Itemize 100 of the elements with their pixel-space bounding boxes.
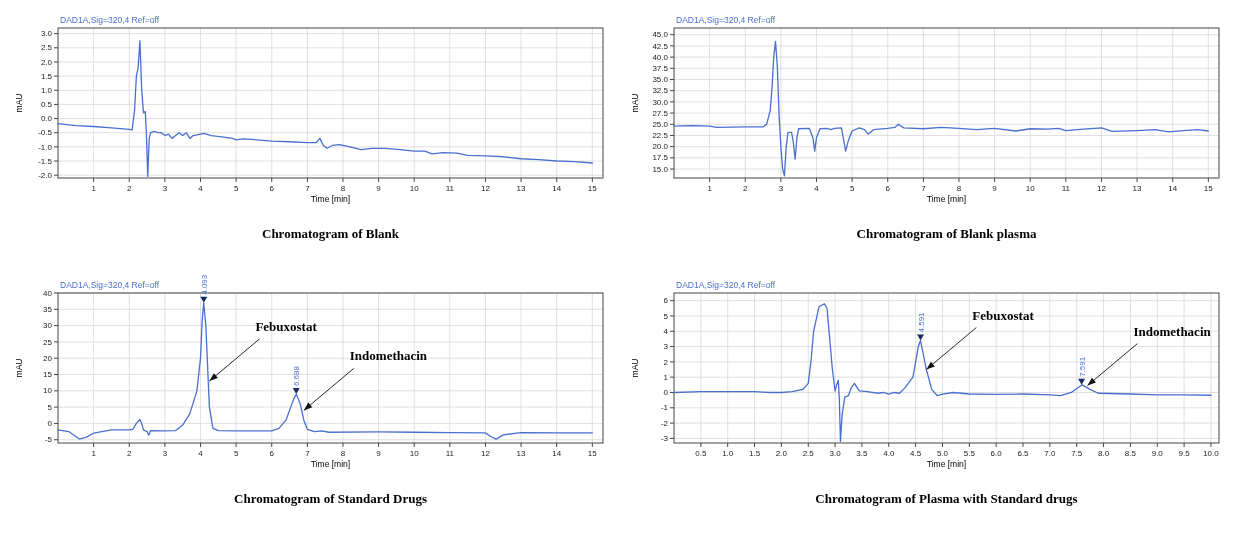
x-tick-label: 1 <box>91 449 97 458</box>
chart-subtitle: DAD1A,Sig=320,4 Ref=off <box>60 15 160 25</box>
x-tick-label: 11 <box>1061 184 1071 193</box>
chart-subtitle: DAD1A,Sig=320,4 Ref=off <box>676 280 776 290</box>
y-tick-label: 0.0 <box>40 114 53 124</box>
x-tick-label: 9 <box>992 184 998 193</box>
line-series <box>57 40 593 178</box>
y-tick-label: 2.5 <box>40 43 53 53</box>
x-tick-label: 7 <box>305 449 311 458</box>
x-tick-label: 10 <box>409 184 420 193</box>
y-tick-label: 1.5 <box>40 71 53 81</box>
x-tick-label: 5 <box>233 184 239 193</box>
x-tick-label: 4 <box>814 184 820 193</box>
y-tick-label: 27.5 <box>652 108 669 118</box>
y-tick-label: -1 <box>660 403 669 413</box>
y-axis-title: mAU <box>630 358 640 378</box>
x-tick-label: 14 <box>552 184 562 193</box>
y-tick-label: 17.5 <box>652 153 669 163</box>
x-tick-label: 8.5 <box>1124 449 1137 458</box>
y-tick-label: 20 <box>43 353 53 363</box>
x-tick-label: 7.0 <box>1044 449 1056 458</box>
y-tick-label: -5 <box>44 435 53 445</box>
text: Chromatogram of Blank <box>262 226 400 241</box>
y-tick-label: 6 <box>663 296 669 306</box>
x-tick-label: 8 <box>340 449 346 458</box>
annotation: 6.688 <box>292 365 302 387</box>
y-tick-label: 30.0 <box>652 97 669 107</box>
line-series <box>673 40 1209 177</box>
y-tick-label: 42.5 <box>652 41 669 51</box>
x-tick-label: 5 <box>233 449 239 458</box>
x-tick-label: 2 <box>127 184 133 193</box>
x-tick-label: 6 <box>885 184 891 193</box>
y-tick-label: 40.0 <box>652 52 669 62</box>
y-axis-title: mAU <box>14 93 24 113</box>
y-tick-label: 40 <box>43 288 53 298</box>
y-tick-label: 35.0 <box>652 75 669 85</box>
x-tick-label: 1.0 <box>722 449 734 458</box>
y-tick-label: -2.0 <box>38 170 53 180</box>
x-tick-label: 9 <box>376 449 382 458</box>
x-axis-title: Time [min] <box>310 459 351 469</box>
y-tick-label: 25.0 <box>652 119 669 129</box>
x-tick-label: 0.5 <box>695 449 707 458</box>
x-tick-label: 12 <box>1097 184 1107 193</box>
x-tick-label: 8.0 <box>1097 449 1110 458</box>
x-tick-label: 6 <box>269 449 275 458</box>
y-tick-label: -0.5 <box>38 128 53 138</box>
x-tick-label: 5 <box>849 184 855 193</box>
x-tick-label: 3 <box>778 184 784 193</box>
x-tick-label: 4 <box>198 184 204 193</box>
text: Chromatogram of Plasma with Standard drugs <box>815 491 1078 506</box>
x-tick-label: 14 <box>552 449 562 458</box>
x-tick-label: 2.5 <box>802 449 815 458</box>
chart-subtitle: DAD1A,Sig=320,4 Ref=off <box>60 280 160 290</box>
y-tick-label: -3 <box>660 434 669 444</box>
y-tick-label: 2.0 <box>40 57 53 67</box>
x-tick-label: 3 <box>162 184 168 193</box>
y-tick-label: 20.0 <box>652 142 669 152</box>
text: Chromatogram of Blank plasma <box>856 226 1037 241</box>
x-tick-label: 3.5 <box>856 449 869 458</box>
x-tick-label: 15 <box>587 184 598 193</box>
x-tick-label: 10 <box>409 449 420 458</box>
x-tick-label: 15 <box>1203 184 1214 193</box>
y-tick-label: 1 <box>663 372 669 382</box>
x-tick-label: 15 <box>587 449 598 458</box>
annotation: 4.093 <box>199 274 209 295</box>
x-tick-label: 5.5 <box>963 449 976 458</box>
y-tick-label: 4 <box>663 326 669 336</box>
y-tick-label: 30 <box>43 321 53 331</box>
y-tick-label: 35 <box>43 304 53 314</box>
x-tick-label: 13 <box>1132 184 1143 193</box>
x-axis-title: Time [min] <box>926 459 967 469</box>
x-tick-label: 4.5 <box>910 449 922 458</box>
y-tick-label: 5 <box>663 311 669 321</box>
y-tick-label: 25 <box>43 337 53 347</box>
annotation: Febuxostat <box>972 307 1035 323</box>
x-tick-label: 2.0 <box>775 449 788 458</box>
y-tick-label: 0 <box>47 419 53 429</box>
x-tick-label: 5.0 <box>936 449 949 458</box>
x-tick-label: 7.5 <box>1071 449 1083 458</box>
x-tick-label: 12 <box>481 184 491 193</box>
x-tick-label: 13 <box>516 449 527 458</box>
y-tick-label: 22.5 <box>652 131 669 141</box>
annotation: Indomethacin <box>1133 323 1212 339</box>
x-tick-label: 9.5 <box>1178 449 1191 458</box>
x-tick-label: 10 <box>1025 184 1036 193</box>
x-tick-label: 13 <box>516 184 527 193</box>
x-tick-label: 6 <box>269 184 275 193</box>
x-tick-label: 12 <box>481 449 491 458</box>
y-tick-label: 2 <box>663 357 669 367</box>
x-tick-label: 9 <box>376 184 382 193</box>
y-tick-label: 3.0 <box>40 29 53 39</box>
x-tick-label: 11 <box>445 184 455 193</box>
x-tick-label: 4.0 <box>883 449 895 458</box>
y-tick-label: 1.0 <box>40 85 53 95</box>
y-tick-label: -2 <box>660 418 669 428</box>
x-tick-label: 7 <box>921 184 927 193</box>
y-tick-label: -1.5 <box>38 156 53 166</box>
y-tick-label: 5 <box>47 402 53 412</box>
y-tick-label: 15.0 <box>652 164 669 174</box>
x-tick-label: 2 <box>127 449 133 458</box>
